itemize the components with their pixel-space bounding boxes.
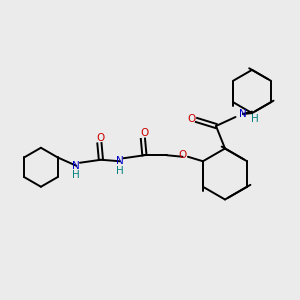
Text: N: N <box>72 161 80 171</box>
Text: O: O <box>97 133 105 143</box>
Text: H: H <box>251 113 259 124</box>
Text: N: N <box>239 109 247 119</box>
Text: O: O <box>140 128 148 138</box>
Text: H: H <box>116 166 124 176</box>
Text: H: H <box>72 170 80 180</box>
Text: O: O <box>188 113 196 124</box>
Text: O: O <box>178 150 187 160</box>
Text: N: N <box>116 156 124 166</box>
